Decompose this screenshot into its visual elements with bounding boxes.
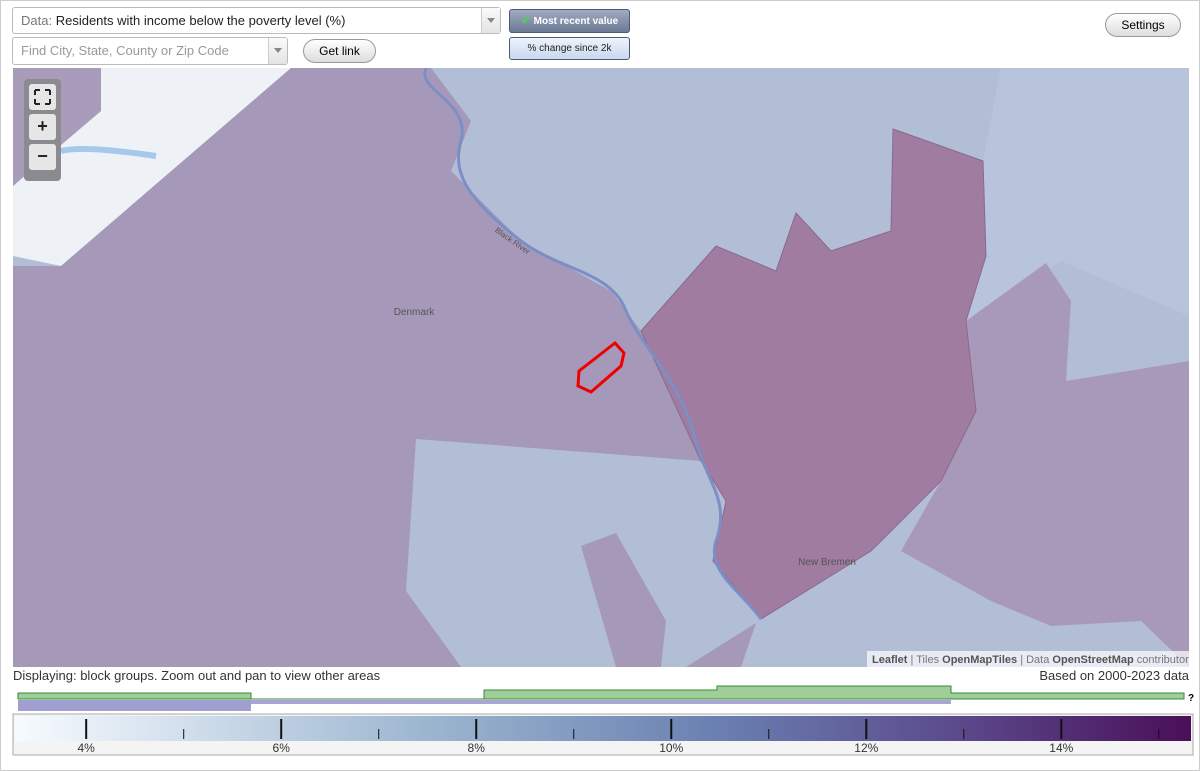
attribution-box (867, 651, 1189, 667)
zoom-in-button[interactable] (29, 114, 56, 140)
tick-label: 12% (854, 741, 878, 755)
tick-label: 8% (468, 741, 486, 755)
dropdown-arrow (268, 38, 287, 64)
selected-area[interactable] (576, 340, 626, 394)
check-icon: ✔ (520, 13, 531, 27)
fullscreen-icon (34, 89, 51, 105)
area (13, 68, 701, 667)
data-label: Data: (21, 13, 53, 28)
tick-label: 10% (659, 741, 683, 755)
pct-change-button[interactable]: % change since 2k (509, 37, 630, 60)
status-right: Based on 2000-2023 data (1039, 668, 1189, 683)
area (581, 533, 666, 667)
zoom-out-button[interactable] (29, 144, 56, 170)
zoom-out-label: − (37, 146, 48, 166)
area (966, 68, 1189, 321)
map[interactable]: Denmark New Bremen Black River + − Leafl… (13, 68, 1189, 667)
attribution-part: Tiles (916, 654, 939, 666)
search-box[interactable]: Find City, State, County or Zip Code (12, 37, 288, 65)
lake (60, 145, 157, 159)
tick-label: 4% (78, 741, 96, 755)
attribution: Leaflet | Tiles OpenMapTiles | Data Open… (872, 654, 1189, 666)
river (423, 68, 763, 620)
attribution-part: OpenMapTiles (942, 654, 1017, 666)
dropdown-arrow (481, 8, 500, 33)
area (686, 623, 756, 667)
fullscreen-button[interactable] (29, 84, 56, 110)
place-label: New Bremen (798, 557, 856, 568)
histogram (17, 685, 1185, 700)
attribution-part: Leaflet (872, 654, 908, 666)
most-recent-button[interactable]: ✔ Most recent value (509, 9, 630, 33)
status-left: Displaying: block groups. Zoom out and p… (13, 668, 381, 683)
data-value: Residents with income below the poverty … (55, 13, 346, 28)
place-label: Denmark (394, 307, 436, 318)
get-link-button[interactable]: Get link (303, 39, 376, 63)
attribution-part: | (1020, 654, 1023, 666)
tick-label: 14% (1049, 741, 1073, 755)
attribution-part: | (911, 654, 914, 666)
attribution-part: contributors (1137, 654, 1189, 666)
data-select[interactable]: Data: Residents with income below the po… (12, 7, 501, 34)
most-recent-label: Most recent value (533, 16, 619, 27)
tick-label: 6% (273, 741, 291, 755)
help[interactable]: ? (1188, 693, 1194, 704)
histogram (18, 700, 251, 711)
zoom-in-label: + (37, 116, 48, 136)
settings-button[interactable]: Settings (1105, 13, 1181, 37)
histogram (251, 700, 951, 704)
colorbar (15, 716, 1191, 741)
search-placeholder: Find City, State, County or Zip Code (21, 43, 229, 58)
attribution-part: OpenStreetMap (1052, 654, 1134, 666)
legend: ? 4% 6% 8% 10% 12% 14% (12, 685, 1194, 756)
area (901, 263, 1189, 667)
attribution-part: Data (1026, 654, 1050, 666)
